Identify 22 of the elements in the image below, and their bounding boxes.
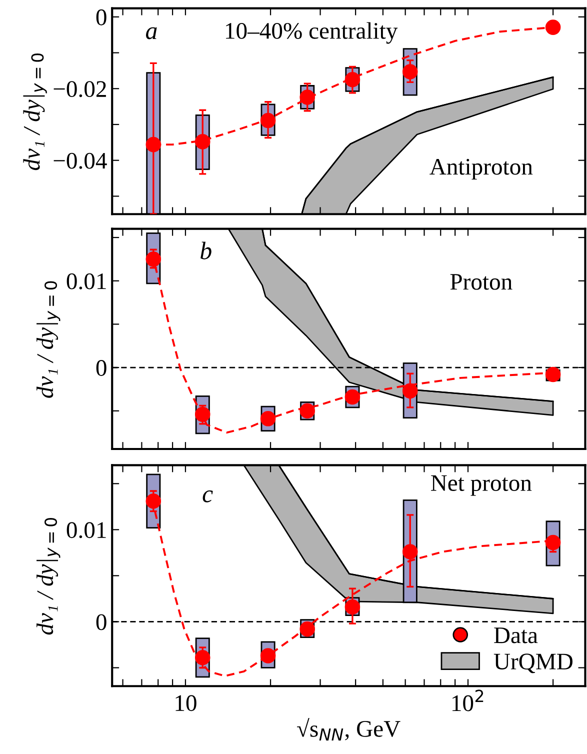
legend-label: UrQMD	[494, 654, 572, 674]
y-tick-label: 0.01	[66, 273, 106, 290]
x-tick-label: 10$^{2}$	[452, 690, 484, 712]
annotation: 10–40% centrality	[226, 22, 398, 44]
y-tick-label: −0.02	[54, 81, 106, 98]
annotation: Antiproton	[430, 158, 533, 180]
annotation: Proton	[450, 274, 512, 290]
legend-label: Data	[494, 628, 538, 644]
y-axis-title: dv₁ / dy|$_{y=0}$	[36, 518, 60, 635]
y-tick-label: −0.04	[54, 152, 107, 169]
x-axis-title: √s$_{NN}$, GeV	[297, 718, 400, 741]
y-axis-title: dv₁ / dy|$_{y=0}$	[23, 53, 47, 170]
y-tick-label: 0	[96, 9, 106, 26]
annotation: a	[146, 27, 157, 40]
annotation: c	[202, 490, 213, 502]
y-tick-label: 0	[96, 614, 106, 630]
y-tick-label: 0	[96, 360, 106, 376]
annotation: Net proton	[431, 475, 532, 496]
annotation: b	[200, 242, 212, 260]
y-tick-label: 0.01	[66, 522, 106, 538]
x-tick-label: 10	[176, 695, 196, 712]
y-axis-title: dv₁ / dy|$_{y=0}$	[36, 281, 60, 398]
